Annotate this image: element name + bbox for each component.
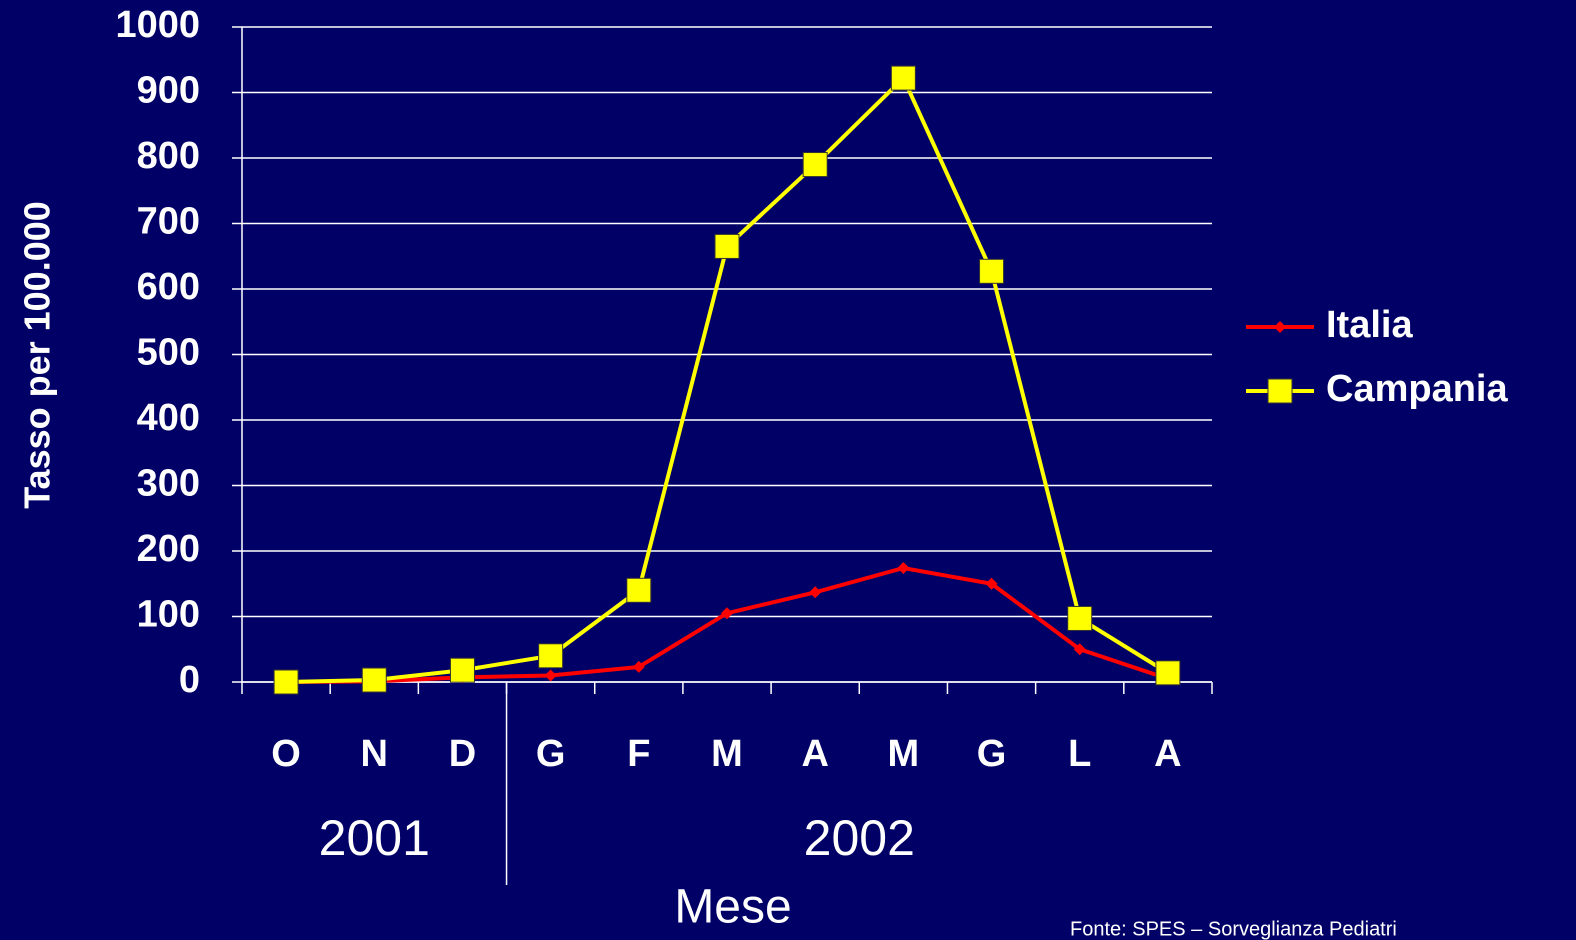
point	[1274, 321, 1286, 333]
x-tick-label: L	[1068, 733, 1091, 775]
group-label: 2001	[319, 810, 430, 866]
x-tick-label: D	[449, 733, 476, 775]
point	[890, 65, 916, 91]
point	[1267, 378, 1293, 404]
point	[809, 586, 822, 599]
x-tick-label: A	[1154, 733, 1181, 775]
x-tick-label: O	[271, 733, 301, 775]
point	[1155, 660, 1181, 686]
x-axis-label: Mese	[674, 881, 791, 934]
x-tick-label: G	[536, 733, 566, 775]
point	[985, 577, 998, 590]
y-tick-label: 1000	[115, 4, 200, 46]
point	[538, 643, 564, 669]
y-tick-label: 700	[137, 201, 200, 243]
source-note: Fonte: SPES – Sorveglianza Pediatri	[1070, 918, 1397, 940]
point	[449, 657, 475, 683]
point	[544, 669, 557, 682]
y-tick-label: 600	[137, 266, 200, 308]
x-tick-label: A	[801, 733, 828, 775]
point	[802, 152, 828, 178]
x-tick-label: G	[977, 733, 1007, 775]
group-label: 2002	[804, 810, 915, 866]
point	[979, 258, 1005, 284]
point	[721, 607, 733, 620]
point	[897, 562, 910, 575]
y-tick-label: 300	[137, 463, 200, 505]
x-tick-label: F	[627, 733, 650, 775]
y-tick-label: 500	[137, 332, 200, 374]
legend-label: Campania	[1326, 368, 1508, 410]
point	[626, 577, 652, 603]
x-tick-label: M	[711, 733, 743, 775]
y-tick-label: 200	[137, 528, 200, 570]
x-tick-label: N	[361, 733, 388, 775]
legend-label: Italia	[1326, 304, 1413, 346]
point	[1073, 643, 1086, 656]
y-tick-label: 0	[179, 659, 200, 701]
y-tick-label: 900	[137, 70, 200, 112]
point	[714, 233, 740, 259]
x-tick-label: M	[888, 733, 920, 775]
point	[1067, 605, 1093, 631]
point	[361, 667, 387, 693]
y-axis-label: Tasso per 100.000	[17, 201, 58, 509]
y-tick-label: 800	[137, 135, 200, 177]
point	[632, 660, 645, 673]
y-tick-label: 400	[137, 397, 200, 439]
point	[273, 669, 299, 695]
y-tick-label: 100	[137, 594, 200, 636]
